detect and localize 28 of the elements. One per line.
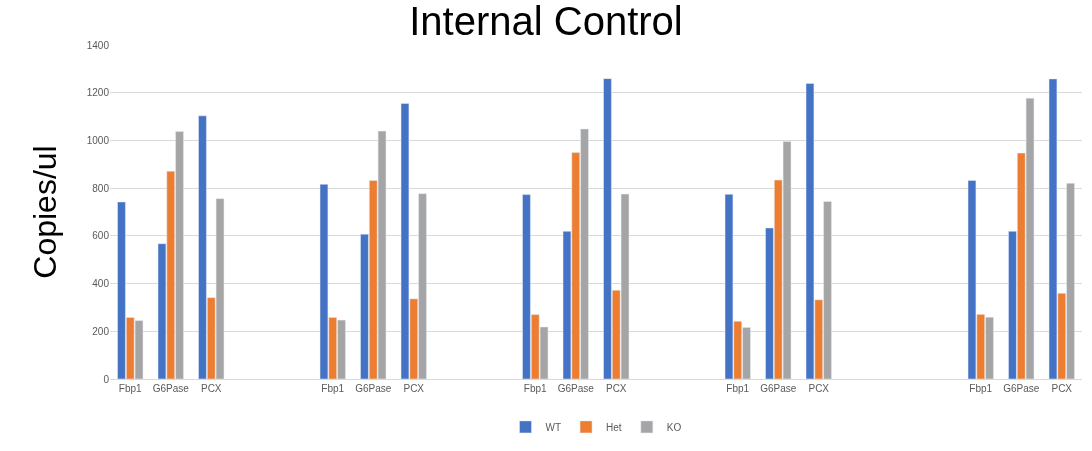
- x-tick-label: G6Pase: [152, 383, 190, 394]
- y-tick-label: 1200: [86, 87, 110, 99]
- y-tick-label: 200: [92, 325, 110, 337]
- chart-title: Internal Control: [409, 0, 683, 43]
- x-tick-label: G6Pase: [557, 383, 595, 394]
- y-tick-label: 1000: [86, 134, 110, 146]
- legend-label: WT: [545, 421, 562, 433]
- x-tick-label: Fbp1: [726, 383, 750, 394]
- x-tick-label: Fbp1: [118, 383, 143, 394]
- x-tick-label: G6Pase: [355, 383, 392, 394]
- y-axis-title: Copies/ul: [27, 145, 64, 279]
- x-tick-label: Fbp1: [523, 383, 548, 394]
- x-tick-label: Fbp1: [321, 383, 345, 394]
- x-tick-label: G6Pase: [1003, 383, 1040, 394]
- x-tick-label: PCX: [605, 383, 627, 394]
- y-tick-label: 0: [103, 373, 110, 385]
- legend-label: Het: [606, 421, 622, 433]
- y-tick-label: 1400: [86, 39, 110, 51]
- x-tick-label: PCX: [1051, 383, 1073, 394]
- x-tick-label: PCX: [808, 383, 830, 394]
- legend-label: KO: [666, 421, 682, 433]
- y-tick-label: 600: [92, 230, 110, 242]
- y-tick-label: 800: [92, 182, 110, 194]
- x-tick-label: G6Pase: [760, 383, 797, 394]
- x-tick-label: PCX: [403, 383, 425, 394]
- x-tick-label: PCX: [200, 383, 222, 394]
- y-tick-label: 400: [92, 278, 110, 290]
- x-tick-label: Fbp1: [969, 383, 993, 394]
